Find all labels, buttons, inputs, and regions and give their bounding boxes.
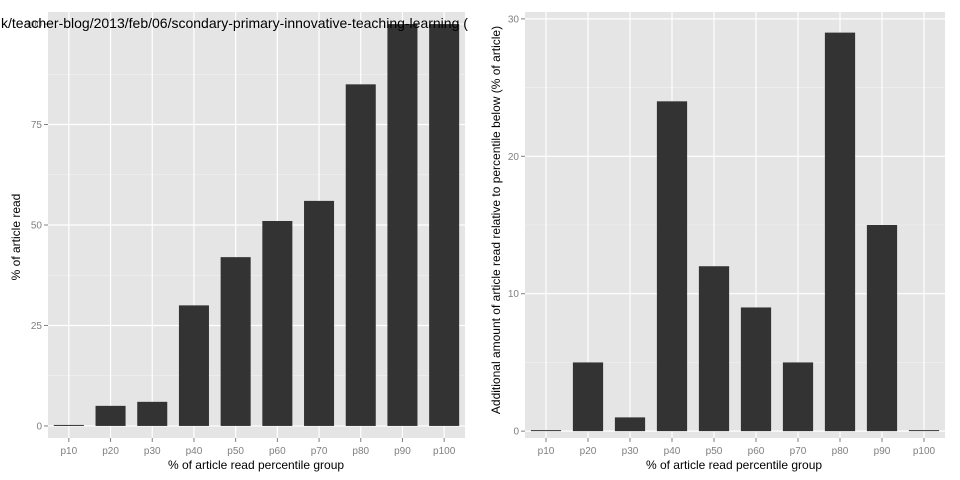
left-y-tick-label: 75 — [31, 120, 43, 131]
right-bar-p40 — [656, 101, 688, 432]
left-bar-p40 — [178, 305, 209, 426]
right-x-tick-label: p90 — [874, 446, 891, 457]
right-bars — [530, 32, 940, 432]
right-x-tick-label: p60 — [748, 446, 765, 457]
left-x-tick-label: p60 — [269, 446, 286, 457]
right-x-ticks: p10 p20 p30 p40 p50 p60 p70 p80 p90 p100 — [538, 438, 936, 457]
right-bar-p10 — [530, 430, 562, 432]
right-bar-p20 — [572, 362, 604, 432]
left-y-tick-label: 50 — [31, 221, 43, 232]
left-bar-p50 — [220, 257, 251, 426]
right-bar-p30 — [614, 417, 646, 432]
right-x-tick-label: p10 — [538, 446, 555, 457]
left-x-tick-label: p70 — [311, 446, 328, 457]
right-x-tick-label: p70 — [790, 446, 807, 457]
left-bar-p90 — [387, 24, 418, 426]
left-x-tick-label: p100 — [433, 446, 456, 457]
right-y-tick-label: 30 — [508, 14, 520, 25]
right-bar-p50 — [698, 266, 730, 432]
right-y-tick-label: 10 — [508, 289, 520, 300]
right-x-tick-label: p30 — [622, 446, 639, 457]
left-bar-p30 — [137, 401, 168, 426]
right-bar-p60 — [740, 307, 772, 432]
left-bars — [53, 24, 460, 426]
right-bar-p100 — [908, 430, 940, 432]
left-x-tick-label: p50 — [227, 446, 244, 457]
right-y-tick-label: 0 — [513, 427, 519, 438]
left-bar-p20 — [95, 405, 126, 426]
left-x-tick-label: p30 — [144, 446, 161, 457]
left-y-tick-label: 25 — [31, 321, 43, 332]
left-chart-title: k/teacher-blog/2013/feb/06/scondary-prim… — [1, 15, 468, 31]
left-x-tick-label: p90 — [394, 446, 411, 457]
left-y-ticks: 0 25 50 75 100 — [25, 20, 48, 432]
right-bar-p90 — [866, 225, 898, 432]
left-x-tick-label: p40 — [186, 446, 203, 457]
left-y-tick-label: 0 — [36, 421, 42, 432]
right-x-tick-label: p50 — [706, 446, 723, 457]
right-bar-p70 — [782, 362, 814, 432]
left-y-tick-label: 100 — [25, 20, 42, 31]
right-bar-p80 — [824, 32, 856, 432]
right-x-tick-label: p80 — [832, 446, 849, 457]
left-x-tick-label: p10 — [61, 446, 78, 457]
left-x-ticks: p10 p20 p30 p40 p50 p60 p70 p80 p90 p100 — [61, 438, 456, 457]
left-bar-p80 — [345, 84, 376, 426]
left-x-axis-title: % of article read percentile group — [168, 458, 344, 472]
right-x-tick-label: p40 — [664, 446, 681, 457]
left-x-tick-label: p80 — [352, 446, 369, 457]
left-bar-p70 — [304, 200, 335, 426]
left-y-axis-title: % of article read — [9, 194, 23, 281]
right-x-tick-label: p20 — [580, 446, 597, 457]
right-x-axis-title: % of article read percentile group — [646, 458, 822, 472]
left-bar-p60 — [262, 220, 293, 426]
left-bar-p100 — [429, 24, 460, 426]
right-y-axis-title: Additional amount of article read relati… — [489, 26, 503, 414]
right-y-ticks: 0 10 20 30 — [508, 14, 525, 438]
right-x-tick-label: p100 — [913, 446, 936, 457]
left-bar-p10 — [53, 424, 84, 426]
left-x-tick-label: p20 — [102, 446, 119, 457]
right-y-tick-label: 20 — [508, 152, 520, 163]
